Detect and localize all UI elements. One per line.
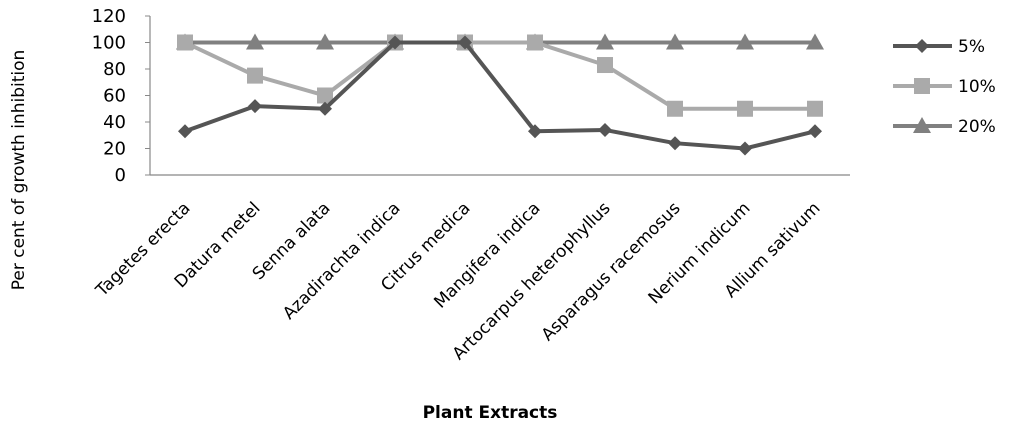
series-line xyxy=(185,43,815,149)
data-point xyxy=(737,101,753,117)
legend-marker xyxy=(915,39,929,53)
data-point xyxy=(738,142,752,156)
series-5pct xyxy=(178,36,822,156)
data-point xyxy=(248,99,262,113)
y-axis: 0 20 40 60 80 100 120 xyxy=(92,6,150,186)
y-tick-label: 0 xyxy=(115,165,126,186)
data-point xyxy=(667,101,683,117)
legend-marker xyxy=(914,78,930,94)
data-point xyxy=(178,124,192,138)
legend-label: 10% xyxy=(958,77,996,97)
legend-label: 5% xyxy=(958,37,985,57)
y-tick-label: 20 xyxy=(103,139,126,160)
data-point xyxy=(807,101,823,117)
legend-item: 20% xyxy=(893,117,996,137)
data-point xyxy=(808,124,822,138)
data-point xyxy=(597,57,613,73)
y-tick-label: 40 xyxy=(103,112,126,133)
data-point xyxy=(598,123,612,137)
data-point xyxy=(668,136,682,150)
legend-item: 5% xyxy=(893,37,985,57)
legend-item: 10% xyxy=(893,77,996,97)
data-point xyxy=(247,68,263,84)
y-tick-label: 60 xyxy=(103,86,126,107)
x-tick-label: Azadirachta indica xyxy=(279,198,404,323)
legend-label: 20% xyxy=(958,117,996,137)
y-tick-label: 80 xyxy=(103,59,126,80)
y-tick-label: 100 xyxy=(92,33,126,54)
data-point xyxy=(177,35,193,51)
series-10pct xyxy=(177,35,823,117)
x-axis-label: Plant Extracts xyxy=(423,403,558,423)
legend: 5% 10% 20% xyxy=(893,37,996,137)
y-tick-label: 120 xyxy=(92,6,126,27)
x-tick-label: Asparagus racemosus xyxy=(538,198,685,345)
series-line xyxy=(185,43,815,109)
y-axis-label: Per cent of growth inhibition xyxy=(9,50,29,291)
series-layer xyxy=(176,34,824,156)
data-point xyxy=(527,35,543,51)
